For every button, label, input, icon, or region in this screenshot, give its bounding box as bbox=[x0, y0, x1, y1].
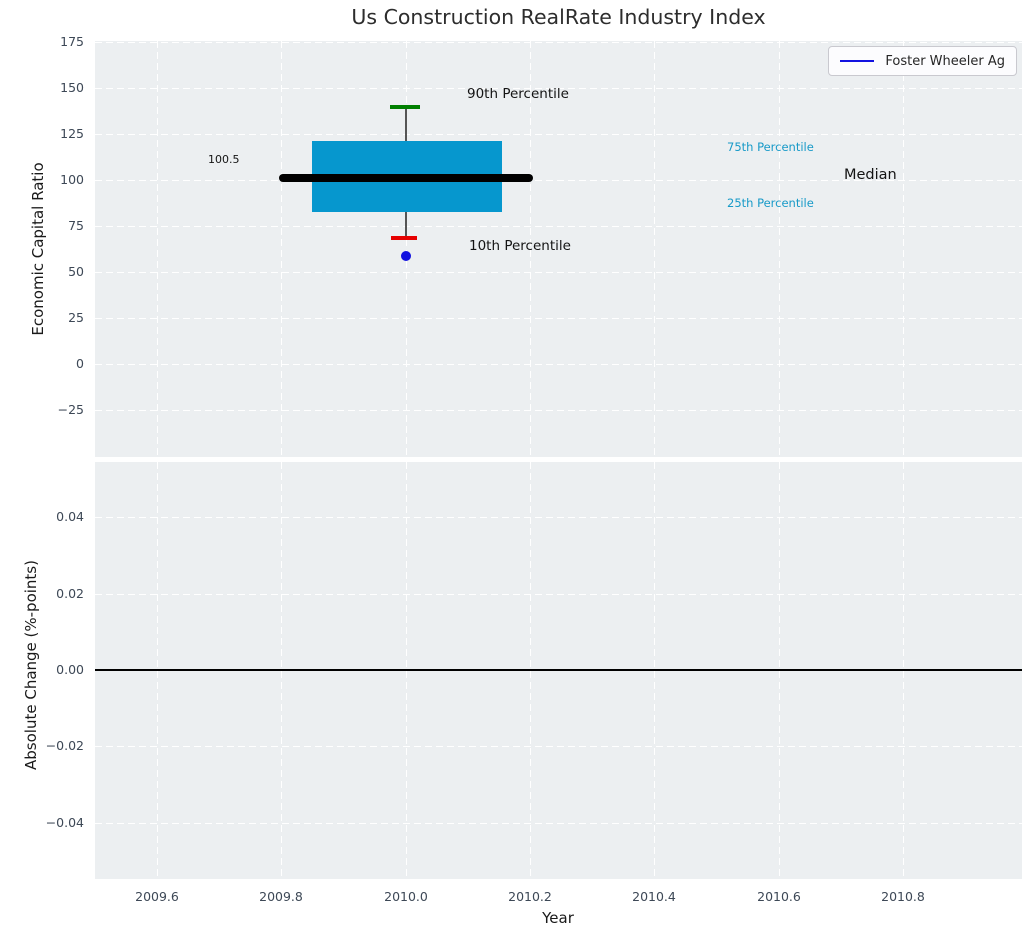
gridline bbox=[281, 41, 283, 457]
company-point-marker bbox=[401, 251, 411, 261]
median-line bbox=[279, 174, 533, 182]
gridline bbox=[406, 41, 408, 457]
gridline bbox=[779, 41, 781, 457]
legend: Foster Wheeler Ag bbox=[828, 46, 1017, 76]
gridline bbox=[95, 517, 1022, 519]
gridline bbox=[903, 41, 905, 457]
gridline bbox=[95, 272, 1022, 274]
gridline bbox=[95, 410, 1022, 412]
gridline bbox=[95, 88, 1022, 90]
gridline bbox=[157, 41, 159, 457]
median-annotation: Median bbox=[844, 167, 897, 183]
y-tick-label: 0 bbox=[76, 356, 84, 371]
gridline bbox=[95, 594, 1022, 596]
y-tick-label: −0.04 bbox=[45, 815, 84, 830]
x-tick-label: 2010.6 bbox=[757, 889, 801, 904]
zero-reference-line bbox=[95, 669, 1022, 671]
y-tick-label: −0.02 bbox=[45, 738, 84, 753]
x-tick-label: 2010.8 bbox=[881, 889, 925, 904]
median-value-annotation: 100.5 bbox=[208, 153, 240, 166]
y-tick-label: 0.00 bbox=[56, 662, 84, 677]
gridline bbox=[95, 180, 1022, 182]
p90-cap-marker bbox=[390, 105, 420, 109]
gridline bbox=[95, 364, 1022, 366]
x-axis-label: Year bbox=[542, 909, 574, 927]
gridline bbox=[95, 823, 1022, 825]
p25-annotation: 25th Percentile bbox=[727, 196, 814, 210]
gridline bbox=[95, 746, 1022, 748]
bottom-y-axis-label: Absolute Change (%-points) bbox=[22, 560, 40, 770]
y-tick-label: 25 bbox=[68, 310, 84, 325]
y-tick-label: 0.02 bbox=[56, 586, 84, 601]
top-y-axis-label: Economic Capital Ratio bbox=[29, 162, 47, 336]
top-plot-area: 100.5 90th Percentile 10th Percentile 75… bbox=[95, 41, 1022, 457]
y-tick-label: 175 bbox=[60, 34, 84, 49]
gridline bbox=[654, 41, 656, 457]
y-tick-label: 100 bbox=[60, 172, 84, 187]
y-tick-label: 75 bbox=[68, 218, 84, 233]
y-tick-label: 150 bbox=[60, 80, 84, 95]
p10-cap-marker bbox=[391, 236, 417, 240]
p75-annotation: 75th Percentile bbox=[727, 140, 814, 154]
bottom-plot-area bbox=[95, 462, 1022, 879]
y-tick-label: 125 bbox=[60, 126, 84, 141]
p90-annotation: 90th Percentile bbox=[467, 86, 569, 102]
legend-line-icon bbox=[840, 59, 875, 63]
p10-annotation: 10th Percentile bbox=[469, 238, 571, 254]
x-tick-label: 2010.0 bbox=[384, 889, 428, 904]
chart-title: Us Construction RealRate Industry Index bbox=[351, 5, 766, 29]
y-tick-label: 0.04 bbox=[56, 509, 84, 524]
gridline bbox=[530, 41, 532, 457]
x-tick-label: 2009.6 bbox=[135, 889, 179, 904]
x-tick-label: 2010.4 bbox=[632, 889, 676, 904]
y-tick-label: −25 bbox=[57, 402, 84, 417]
gridline bbox=[95, 42, 1022, 44]
gridline bbox=[95, 318, 1022, 320]
gridline bbox=[95, 134, 1022, 136]
x-tick-label: 2009.8 bbox=[259, 889, 303, 904]
x-tick-label: 2010.2 bbox=[508, 889, 552, 904]
gridline bbox=[95, 226, 1022, 228]
y-tick-label: 50 bbox=[68, 264, 84, 279]
legend-label: Foster Wheeler Ag bbox=[885, 53, 1005, 69]
